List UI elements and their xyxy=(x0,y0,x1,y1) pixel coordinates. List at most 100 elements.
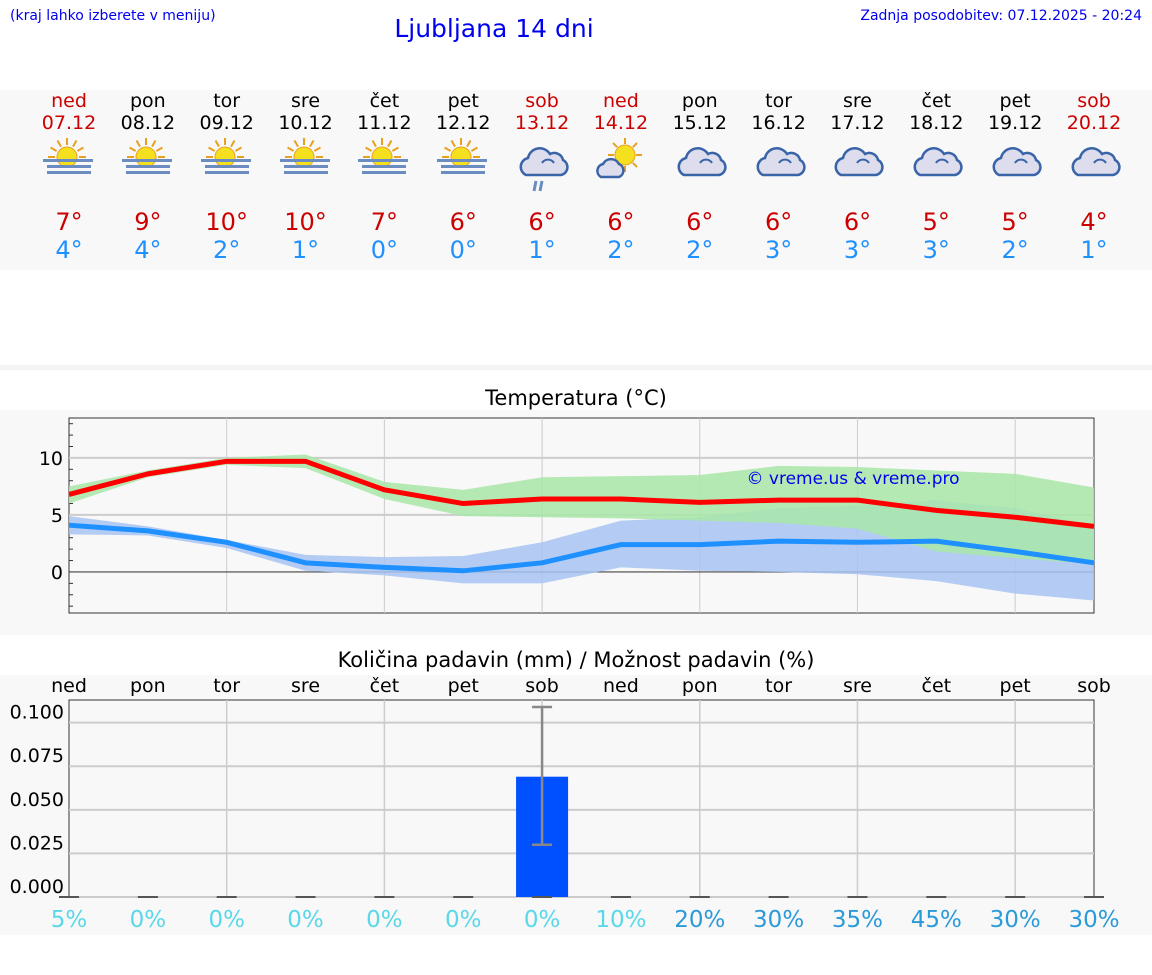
cloud-icon xyxy=(740,134,818,196)
day-forecast: sre 10.12 10° 1° xyxy=(267,90,345,264)
low-temp: 3° xyxy=(922,236,950,264)
day-forecast: pet 19.12 5° 2° xyxy=(976,90,1054,264)
day-label: pon xyxy=(682,675,718,697)
day-name: sob xyxy=(525,90,559,112)
day-label: pet xyxy=(1000,675,1031,697)
sun-cloud-icon xyxy=(582,134,660,196)
day-label: čet xyxy=(370,675,400,697)
max-temp-range-band xyxy=(69,454,1094,564)
high-temp: 5° xyxy=(1001,208,1029,236)
precipitation-probability: 45% xyxy=(911,907,962,933)
day-label: tor xyxy=(765,675,792,697)
high-temp: 5° xyxy=(922,208,950,236)
day-name: čet xyxy=(921,90,952,112)
day-name: sre xyxy=(291,90,321,112)
high-temp: 10° xyxy=(205,208,248,236)
day-date: 09.12 xyxy=(199,112,254,134)
precipitation-probability: 0% xyxy=(208,907,245,933)
precipitation-probability: 0% xyxy=(130,907,167,933)
day-date: 10.12 xyxy=(278,112,333,134)
day-label: sre xyxy=(291,675,320,697)
day-forecast: sre 17.12 6° 3° xyxy=(818,90,896,264)
day-date: 18.12 xyxy=(909,112,964,134)
day-date: 11.12 xyxy=(357,112,412,134)
cloud-icon xyxy=(897,134,975,196)
high-temp: 6° xyxy=(607,208,635,236)
day-forecast: pon 08.12 9° 4° xyxy=(109,90,187,264)
day-date: 08.12 xyxy=(120,112,176,134)
day-name: čet xyxy=(369,90,400,112)
cloud-icon xyxy=(661,134,739,196)
high-temp: 6° xyxy=(764,208,793,236)
precipitation-probability: 0% xyxy=(366,907,403,933)
day-label: sob xyxy=(525,675,559,697)
day-date: 07.12 xyxy=(41,112,97,134)
precipitation-chart-panel: ned pon tor sre čet pet sob ned pon tor sre čet pet s… xyxy=(0,675,1152,935)
low-temp: 2° xyxy=(1001,236,1029,264)
high-temp: 7° xyxy=(55,208,83,236)
day-name: ned xyxy=(51,90,87,112)
low-temp: 0° xyxy=(449,236,477,264)
plot-area xyxy=(68,699,1095,898)
day-forecast: ned 14.12 6° 2° xyxy=(582,90,660,264)
day-name: pon xyxy=(129,90,166,112)
last-updated: Zadnja posodobitev: 07.12.2025 - 20:24 xyxy=(860,8,1142,24)
precipitation-probability: 5% xyxy=(51,907,88,933)
day-date: 20.12 xyxy=(1066,112,1122,134)
sun-fog-icon xyxy=(188,134,266,196)
cloud-icon xyxy=(1055,134,1133,196)
high-temp: 10° xyxy=(284,208,327,236)
day-name: pet xyxy=(999,90,1031,112)
day-date: 12.12 xyxy=(436,112,491,134)
day-forecast: čet 11.12 7° 0° xyxy=(345,90,423,264)
low-temp: 1° xyxy=(528,236,556,264)
day-forecast: tor 16.12 6° 3° xyxy=(740,90,818,264)
day-name: pet xyxy=(447,90,479,112)
temperature-chart-title: Temperatura (°C) xyxy=(485,386,667,410)
day-forecast: pon 15.12 6° 2° xyxy=(661,90,739,264)
low-temp: 3° xyxy=(764,236,793,264)
high-temp: 6° xyxy=(449,208,477,236)
day-forecast: sob 13.12 6° 1° xyxy=(503,90,581,264)
day-date: 14.12 xyxy=(593,112,649,134)
precipitation-probability: 35% xyxy=(832,907,883,933)
precipitation-chart: ned pon tor sre čet pet sob ned pon tor sre čet pet s… xyxy=(10,675,1120,933)
day-name: sob xyxy=(1077,90,1111,112)
temperature-chart-panel: 0 5 10 © vreme.us & vreme.pro xyxy=(0,410,1152,635)
temperature-chart: 0 5 10 © vreme.us & vreme.pro xyxy=(39,417,1095,614)
precipitation-probability: 0% xyxy=(445,907,482,933)
high-temp: 6° xyxy=(686,208,714,236)
y-tick-label: 0.100 xyxy=(10,702,64,724)
cloud-icon xyxy=(976,134,1054,196)
low-temp: 1° xyxy=(291,236,320,264)
city-menu-hint: (kraj lahko izberete v meniju) xyxy=(10,8,216,24)
low-temp: 0° xyxy=(370,236,399,264)
day-date: 16.12 xyxy=(751,112,806,134)
day-label: sob xyxy=(1077,675,1111,697)
high-temp: 7° xyxy=(370,208,399,236)
day-forecast: tor 09.12 10° 2° xyxy=(188,90,266,264)
low-temp: 2° xyxy=(607,236,635,264)
day-forecast: pet 12.12 6° 0° xyxy=(424,90,502,264)
y-tick-label: 5 xyxy=(51,505,63,527)
divider xyxy=(0,365,1152,370)
low-temp: 4° xyxy=(55,236,83,264)
day-label: ned xyxy=(603,675,639,697)
day-forecast: čet 18.12 5° 3° xyxy=(897,90,975,264)
low-temp: 3° xyxy=(843,236,872,264)
precipitation-probability: 30% xyxy=(990,907,1041,933)
day-forecast: ned 07.12 7° 4° xyxy=(30,90,108,264)
min-temp-line xyxy=(68,522,1095,574)
low-temp: 2° xyxy=(213,236,241,264)
precipitation-probability: 30% xyxy=(753,907,804,933)
day-label: čet xyxy=(922,675,952,697)
cloud-icon xyxy=(818,134,896,196)
y-tick-label: 0.050 xyxy=(10,789,64,811)
sun-fog-icon xyxy=(424,134,502,196)
day-name: ned xyxy=(603,90,639,112)
day-forecast: sob 20.12 4° 1° xyxy=(1055,90,1133,264)
precipitation-probability: 30% xyxy=(1068,907,1119,933)
sun-fog-icon xyxy=(345,134,423,196)
max-temp-line xyxy=(68,458,1095,529)
day-name: sre xyxy=(842,90,872,112)
